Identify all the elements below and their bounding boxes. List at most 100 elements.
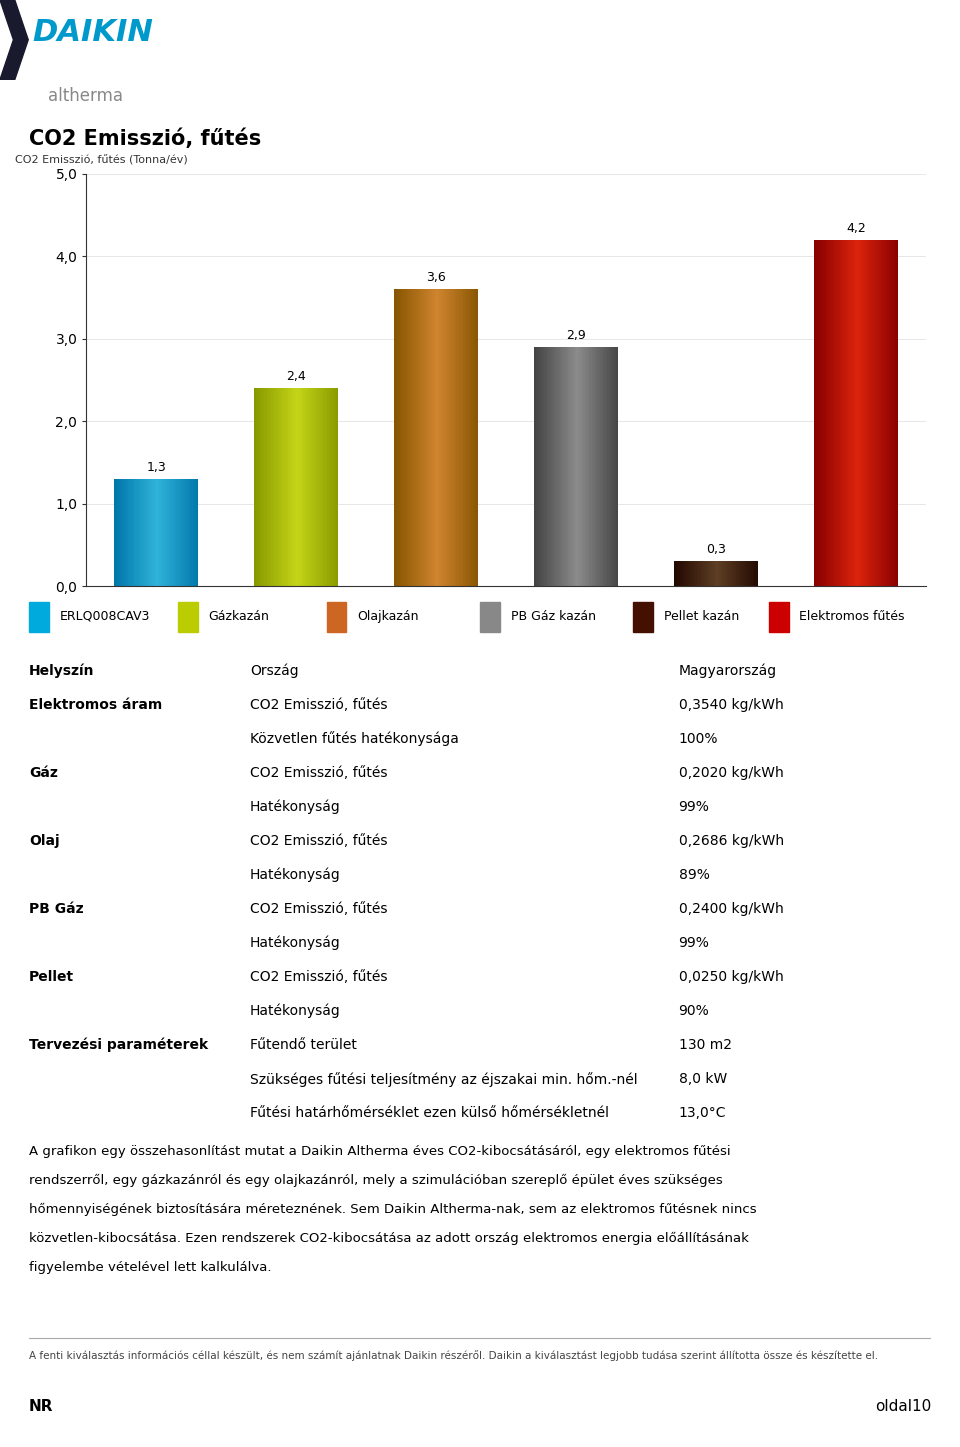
- Bar: [707, 561, 708, 586]
- Bar: [822, 240, 823, 586]
- Bar: [851, 240, 852, 586]
- Bar: [460, 289, 462, 586]
- Bar: [292, 388, 294, 586]
- Bar: [579, 347, 581, 586]
- Bar: [840, 240, 841, 586]
- Bar: [468, 289, 470, 586]
- Text: Hatékonyság: Hatékonyság: [250, 936, 341, 951]
- Bar: [398, 289, 400, 586]
- Bar: [163, 479, 165, 586]
- Bar: [545, 347, 547, 586]
- Bar: [845, 240, 847, 586]
- Text: Gáz: Gáz: [29, 765, 58, 780]
- Bar: [674, 561, 676, 586]
- Bar: [114, 479, 116, 586]
- Bar: [539, 347, 540, 586]
- Bar: [736, 561, 737, 586]
- Bar: [591, 347, 593, 586]
- Bar: [119, 479, 120, 586]
- Bar: [697, 561, 698, 586]
- Text: Pellet: Pellet: [29, 969, 74, 984]
- Bar: [279, 388, 281, 586]
- Bar: [295, 388, 297, 586]
- Bar: [142, 479, 144, 586]
- Bar: [726, 561, 728, 586]
- Bar: [685, 561, 687, 586]
- Bar: [477, 289, 478, 586]
- Text: Pellet kazán: Pellet kazán: [664, 611, 739, 622]
- Text: rendszerről, egy gázkazánról és egy olajkazánról, mely a szimulációban szereplő : rendszerről, egy gázkazánról és egy olaj…: [29, 1174, 723, 1188]
- Bar: [706, 561, 707, 586]
- Bar: [336, 388, 337, 586]
- Bar: [750, 561, 752, 586]
- Bar: [594, 347, 596, 586]
- Text: 90%: 90%: [679, 1004, 709, 1019]
- Bar: [408, 289, 410, 586]
- Bar: [127, 479, 129, 586]
- Bar: [417, 289, 419, 586]
- Bar: [196, 479, 197, 586]
- Bar: [684, 561, 685, 586]
- Bar: [439, 289, 441, 586]
- Bar: [397, 289, 398, 586]
- Text: Fűtendő terület: Fűtendő terület: [250, 1037, 357, 1052]
- Bar: [841, 240, 843, 586]
- Bar: [866, 240, 868, 586]
- Bar: [610, 347, 612, 586]
- Bar: [863, 240, 865, 586]
- Bar: [687, 561, 688, 586]
- Text: Olajkazán: Olajkazán: [357, 611, 419, 622]
- FancyBboxPatch shape: [178, 602, 198, 632]
- Bar: [847, 240, 848, 586]
- Bar: [747, 561, 749, 586]
- Bar: [597, 347, 599, 586]
- Bar: [416, 289, 417, 586]
- Bar: [855, 240, 856, 586]
- Bar: [144, 479, 145, 586]
- Bar: [323, 388, 324, 586]
- Bar: [442, 289, 444, 586]
- Bar: [266, 388, 267, 586]
- Bar: [565, 347, 566, 586]
- Bar: [166, 479, 168, 586]
- Bar: [582, 347, 584, 586]
- Bar: [734, 561, 736, 586]
- Bar: [725, 561, 726, 586]
- Bar: [148, 479, 150, 586]
- Text: 8,0 kW: 8,0 kW: [679, 1072, 727, 1087]
- Bar: [401, 289, 403, 586]
- Bar: [403, 289, 404, 586]
- Bar: [150, 479, 151, 586]
- Bar: [288, 388, 289, 586]
- Bar: [897, 240, 899, 586]
- Bar: [729, 561, 731, 586]
- Bar: [551, 347, 553, 586]
- Bar: [441, 289, 442, 586]
- FancyBboxPatch shape: [29, 602, 49, 632]
- Bar: [556, 347, 557, 586]
- Bar: [826, 240, 827, 586]
- Bar: [475, 289, 477, 586]
- Bar: [603, 347, 605, 586]
- Bar: [126, 479, 127, 586]
- Bar: [753, 561, 755, 586]
- Bar: [572, 347, 574, 586]
- Text: PB Gáz: PB Gáz: [29, 901, 84, 916]
- Bar: [853, 240, 855, 586]
- Bar: [571, 347, 572, 586]
- Bar: [617, 347, 618, 586]
- Bar: [170, 479, 172, 586]
- Bar: [395, 289, 396, 586]
- Bar: [820, 240, 822, 586]
- Bar: [893, 240, 894, 586]
- Text: CO2 Emisszió, fűtés: CO2 Emisszió, fűtés: [250, 833, 388, 848]
- Bar: [881, 240, 883, 586]
- Bar: [297, 388, 298, 586]
- Bar: [281, 388, 282, 586]
- Bar: [578, 347, 579, 586]
- FancyBboxPatch shape: [480, 602, 500, 632]
- Text: 99%: 99%: [679, 800, 709, 815]
- Text: CO2 Emisszió, fűtés: CO2 Emisszió, fűtés: [29, 129, 261, 149]
- Bar: [162, 479, 163, 586]
- Text: Elektromos áram: Elektromos áram: [29, 697, 162, 712]
